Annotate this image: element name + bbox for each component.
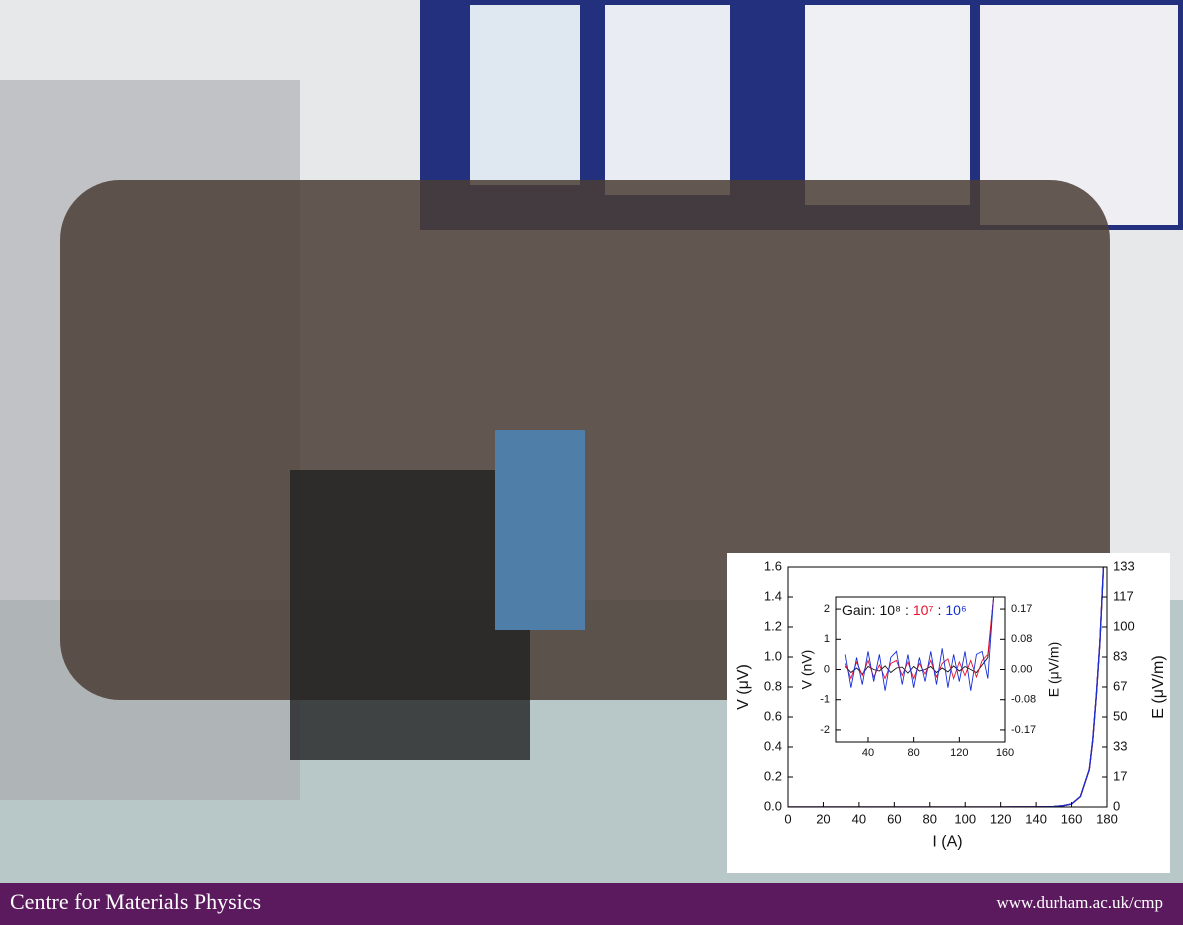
data-line bbox=[844, 597, 995, 691]
y2-tick-label: -0.08 bbox=[1011, 694, 1036, 706]
x-tick-label: 100 bbox=[954, 811, 976, 826]
photo-background bbox=[0, 0, 1183, 883]
y-axis-label: V (nV) bbox=[799, 650, 815, 690]
footer-bar bbox=[0, 883, 1183, 925]
y-tick-label: 0.6 bbox=[764, 708, 782, 723]
legend-entry: 10⁸ bbox=[879, 602, 901, 618]
data-line bbox=[844, 597, 995, 675]
x-tick-label: 40 bbox=[852, 811, 866, 826]
y2-axis-label: E (μV/m) bbox=[1046, 642, 1062, 698]
x-tick-label: 160 bbox=[1061, 811, 1083, 826]
y2-axis-label: E (μV/m) bbox=[1150, 655, 1167, 718]
x-axis-label: I (A) bbox=[932, 833, 962, 850]
legend-separator: : bbox=[937, 602, 941, 618]
legend-separator: : bbox=[905, 602, 909, 618]
x-tick-label: 160 bbox=[996, 747, 1014, 759]
y2-tick-label: 0.08 bbox=[1011, 633, 1032, 645]
y-tick-label: 1 bbox=[824, 633, 830, 645]
y-tick-label: 0.4 bbox=[764, 738, 782, 753]
plot-lines bbox=[844, 597, 995, 691]
x-tick-label: 180 bbox=[1096, 811, 1118, 826]
y-tick-label: 2 bbox=[824, 603, 830, 615]
x-tick-label: 0 bbox=[784, 811, 791, 826]
y2-tick-label: 100 bbox=[1113, 618, 1135, 633]
legend-entry: 10⁷ bbox=[913, 602, 934, 618]
y2-tick-label: 17 bbox=[1113, 768, 1127, 783]
x-tick-label: 20 bbox=[816, 811, 830, 826]
y2-tick-label: -0.17 bbox=[1011, 724, 1036, 736]
y-tick-label: 1.0 bbox=[764, 648, 782, 663]
y2-tick-label: 133 bbox=[1113, 558, 1135, 573]
x-tick-label: 80 bbox=[923, 811, 937, 826]
x-tick-label: 40 bbox=[862, 747, 874, 759]
x-tick-label: 120 bbox=[950, 747, 968, 759]
legend: Gain: 10⁸:10⁷:10⁶ bbox=[842, 602, 967, 618]
x-tick-label: 80 bbox=[908, 747, 920, 759]
y2-tick-label: 0.00 bbox=[1011, 663, 1032, 675]
y2-tick-label: 67 bbox=[1113, 678, 1127, 693]
y-tick-label: 0.2 bbox=[764, 768, 782, 783]
x-tick-label: 60 bbox=[887, 811, 901, 826]
y-tick-label: -1 bbox=[820, 694, 830, 706]
chart-panel bbox=[727, 553, 1170, 873]
y2-tick-label: 50 bbox=[1113, 708, 1127, 723]
y2-tick-label: 83 bbox=[1113, 648, 1127, 663]
y-tick-label: 0.0 bbox=[764, 798, 782, 813]
x-tick-label: 120 bbox=[990, 811, 1012, 826]
legend-entry: 10⁶ bbox=[945, 602, 966, 618]
y-axis-label: V (μV) bbox=[735, 664, 752, 710]
data-line bbox=[844, 597, 995, 681]
y-tick-label: -2 bbox=[820, 724, 830, 736]
x-tick-label: 140 bbox=[1025, 811, 1047, 826]
footer-title: Centre for Materials Physics bbox=[10, 889, 261, 914]
y2-tick-label: 0.17 bbox=[1011, 603, 1032, 615]
y-tick-label: 1.2 bbox=[764, 618, 782, 633]
y-tick-label: 1.4 bbox=[764, 588, 782, 603]
legend-title: Gain: bbox=[842, 602, 875, 618]
footer-url: www.durham.ac.uk/cmp bbox=[997, 893, 1164, 912]
y-tick-label: 0 bbox=[824, 663, 830, 675]
y-tick-label: 0.8 bbox=[764, 678, 782, 693]
y-tick-label: 1.6 bbox=[764, 558, 782, 573]
y2-tick-label: 33 bbox=[1113, 738, 1127, 753]
y2-tick-label: 117 bbox=[1113, 588, 1134, 603]
y2-tick-label: 0 bbox=[1113, 798, 1120, 813]
